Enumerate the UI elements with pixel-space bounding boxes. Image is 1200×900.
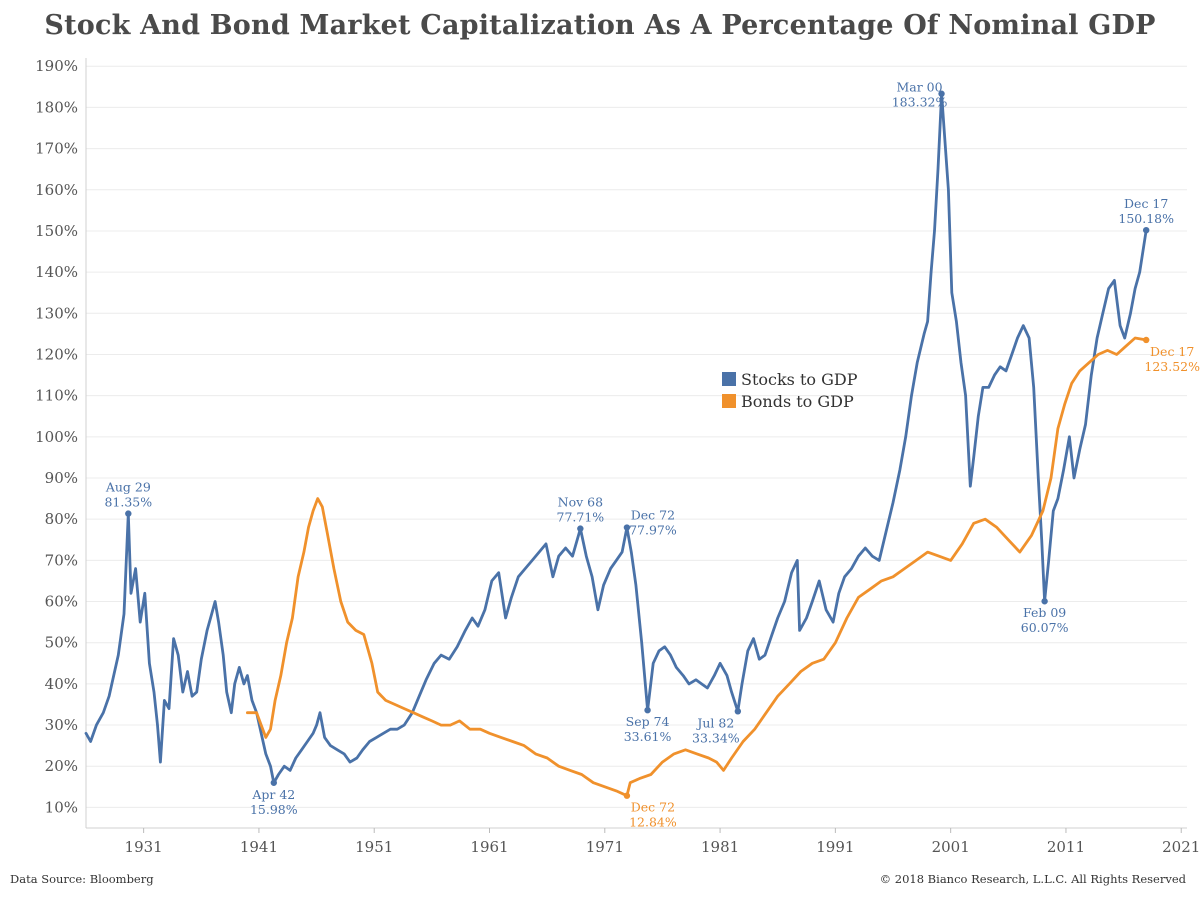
x-tick-label: 2021 bbox=[1162, 838, 1200, 856]
annotation-value: 77.97% bbox=[629, 523, 677, 538]
annotation-marker bbox=[577, 525, 584, 532]
x-tick-label: 1931 bbox=[125, 838, 163, 856]
annotation-value: 123.52% bbox=[1144, 359, 1200, 374]
annotation-date: Apr 42 bbox=[251, 787, 295, 802]
annotation-date: Jul 82 bbox=[695, 715, 734, 730]
legend: Stocks to GDP Bonds to GDP bbox=[722, 370, 858, 411]
copyright: © 2018 Bianco Research, L.L.C. All Right… bbox=[879, 872, 1186, 886]
annotation-value: 81.35% bbox=[104, 495, 152, 510]
annotation-marker bbox=[623, 524, 631, 531]
annotation-marker bbox=[1041, 598, 1048, 605]
annotation-value: 60.07% bbox=[1021, 620, 1069, 635]
y-axis: 10% 20% 30% 40% 50% 60% 70% 80% 90% 100% 110% 120% 1… bbox=[35, 57, 87, 828]
series-line-bonds bbox=[246, 336, 1148, 798]
annotation-date: Dec 17 bbox=[1150, 344, 1194, 359]
y-tick-label: 80% bbox=[45, 510, 78, 528]
y-tick-label: 10% bbox=[45, 798, 78, 816]
y-tick-label: 60% bbox=[45, 593, 78, 611]
y-tick-label: 140% bbox=[35, 263, 78, 281]
y-tick-label: 100% bbox=[35, 428, 78, 446]
annotation-value: 77.71% bbox=[557, 510, 605, 525]
annotation-marker bbox=[623, 792, 631, 799]
x-tick-label: 1961 bbox=[470, 838, 508, 856]
y-tick-label: 20% bbox=[45, 757, 78, 775]
x-tick-label: 2001 bbox=[932, 838, 970, 856]
legend-swatch bbox=[722, 372, 736, 386]
annotation-value: 12.84% bbox=[629, 815, 677, 830]
annotation-marker bbox=[938, 90, 945, 97]
annotation-value: 183.32% bbox=[892, 95, 948, 110]
x-tick-label: 1971 bbox=[586, 838, 624, 856]
grid-lines bbox=[86, 65, 1187, 808]
legend-label: Bonds to GDP bbox=[741, 392, 854, 411]
y-tick-label: 50% bbox=[45, 634, 78, 652]
series-line-stocks bbox=[84, 92, 1148, 785]
y-tick-label: 150% bbox=[35, 222, 78, 240]
y-tick-label: 160% bbox=[35, 181, 78, 199]
annotation-date: Dec 72 bbox=[631, 508, 675, 523]
annotation-date: Nov 68 bbox=[558, 495, 603, 510]
y-tick-label: 170% bbox=[35, 140, 78, 158]
annotation-date: Dec 72 bbox=[631, 800, 675, 815]
x-tick-label: 1941 bbox=[240, 838, 278, 856]
annotation-value: 33.34% bbox=[692, 730, 740, 745]
data-source: Data Source: Bloomberg bbox=[10, 872, 154, 886]
series-lines bbox=[84, 92, 1148, 798]
annotation-date: Mar 00 bbox=[896, 80, 942, 95]
annotation-marker bbox=[125, 510, 132, 517]
annotation-date: Aug 29 bbox=[105, 480, 151, 495]
y-tick-label: 40% bbox=[45, 675, 78, 693]
y-tick-label: 30% bbox=[45, 716, 78, 734]
annotation-value: 15.98% bbox=[250, 802, 298, 817]
x-tick-label: 1981 bbox=[701, 838, 739, 856]
annotation-marker bbox=[270, 779, 278, 786]
annotation-marker bbox=[1142, 227, 1150, 234]
annotation-marker bbox=[734, 708, 742, 715]
y-tick-label: 120% bbox=[35, 345, 78, 363]
y-tick-label: 110% bbox=[35, 387, 78, 405]
y-tick-label: 130% bbox=[35, 304, 78, 322]
annotation-date: Feb 09 bbox=[1023, 605, 1066, 620]
x-axis: 1931 1941 1951 1961 1971 1981 1991 2001 2011 2021 bbox=[86, 827, 1200, 856]
y-tick-label: 70% bbox=[45, 551, 78, 569]
y-tick-label: 190% bbox=[35, 57, 78, 75]
annotation-marker bbox=[1142, 336, 1150, 344]
annotation-date: Dec 17 bbox=[1124, 196, 1168, 211]
x-tick-label: 1991 bbox=[816, 838, 854, 856]
y-tick-label: 180% bbox=[35, 98, 78, 116]
annotation-marker bbox=[644, 706, 651, 714]
y-tick-label: 90% bbox=[45, 469, 78, 487]
annotation-date: Sep 74 bbox=[626, 714, 670, 729]
x-tick-label: 1951 bbox=[355, 838, 393, 856]
annotation-value: 33.61% bbox=[624, 729, 672, 744]
legend-swatch bbox=[722, 394, 736, 408]
chart-title: Stock And Bond Market Capitalization As … bbox=[44, 10, 1156, 41]
annotation-value: 150.18% bbox=[1118, 211, 1174, 226]
x-tick-label: 2011 bbox=[1047, 838, 1085, 856]
legend-label: Stocks to GDP bbox=[741, 370, 858, 389]
